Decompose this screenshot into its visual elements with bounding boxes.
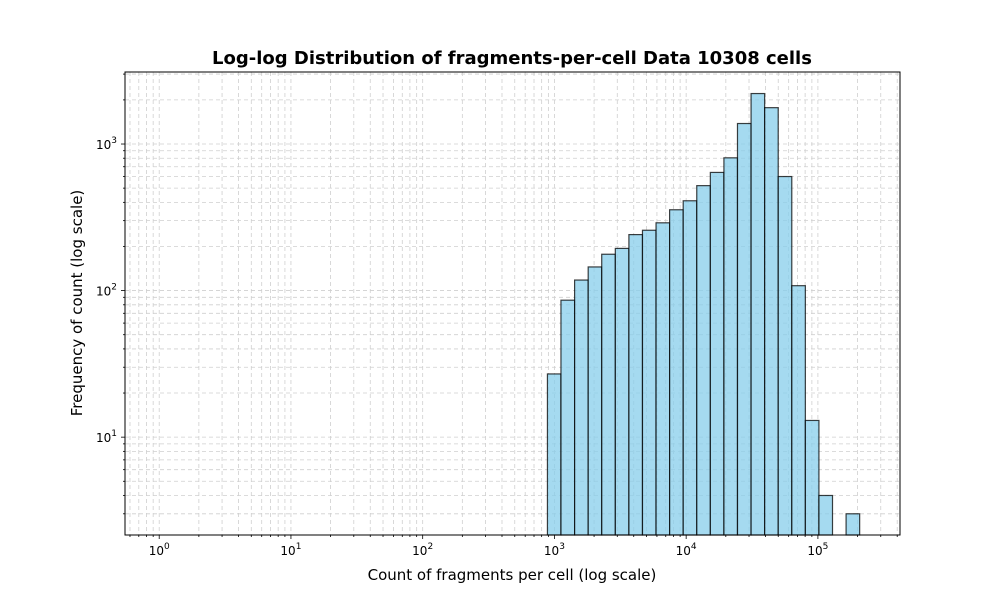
x-axis-label: Count of fragments per cell (log scale) xyxy=(368,566,657,584)
histogram-bar xyxy=(818,494,834,536)
y-tick-label: 103 xyxy=(96,136,117,152)
x-tick-label: 101 xyxy=(280,542,301,558)
y-axis-label: Frequency of count (log scale) xyxy=(68,190,86,417)
histogram-bar xyxy=(845,513,861,536)
histogram-bar xyxy=(696,185,711,536)
plot-frame xyxy=(124,71,901,536)
histogram-bar xyxy=(804,419,820,536)
x-tick-label: 100 xyxy=(149,542,170,558)
histogram-bar xyxy=(736,122,752,536)
ticks-layer: 100 101 102 103 104 105 101 102 103 xyxy=(96,73,898,558)
histogram-bar xyxy=(574,279,589,536)
histogram-bar xyxy=(764,107,779,536)
histogram-bar xyxy=(614,247,630,536)
y-tick-label: 101 xyxy=(96,429,117,445)
x-tick-label: 105 xyxy=(807,542,828,558)
x-tick-label: 104 xyxy=(676,542,697,558)
histogram-bar xyxy=(750,92,766,536)
histogram-bar xyxy=(546,373,562,536)
histogram-bar xyxy=(628,233,644,536)
histogram-bar xyxy=(641,229,657,536)
histogram-bar xyxy=(587,266,603,536)
histogram-bar xyxy=(723,157,739,536)
histogram-bar xyxy=(655,222,671,536)
x-tick-label: 102 xyxy=(412,542,433,558)
histogram-bar xyxy=(777,175,793,536)
y-tick-label: 102 xyxy=(96,283,117,299)
histogram-bar xyxy=(791,285,806,536)
x-tick-label: 103 xyxy=(544,542,565,558)
histogram-bar xyxy=(669,209,684,536)
histogram-bar xyxy=(560,299,576,536)
axes-layer xyxy=(124,71,901,536)
histogram-bar xyxy=(682,200,698,536)
histogram-bar xyxy=(601,253,616,536)
histogram-bar xyxy=(709,171,725,536)
chart-title: Log-log Distribution of fragments-per-ce… xyxy=(212,48,812,69)
